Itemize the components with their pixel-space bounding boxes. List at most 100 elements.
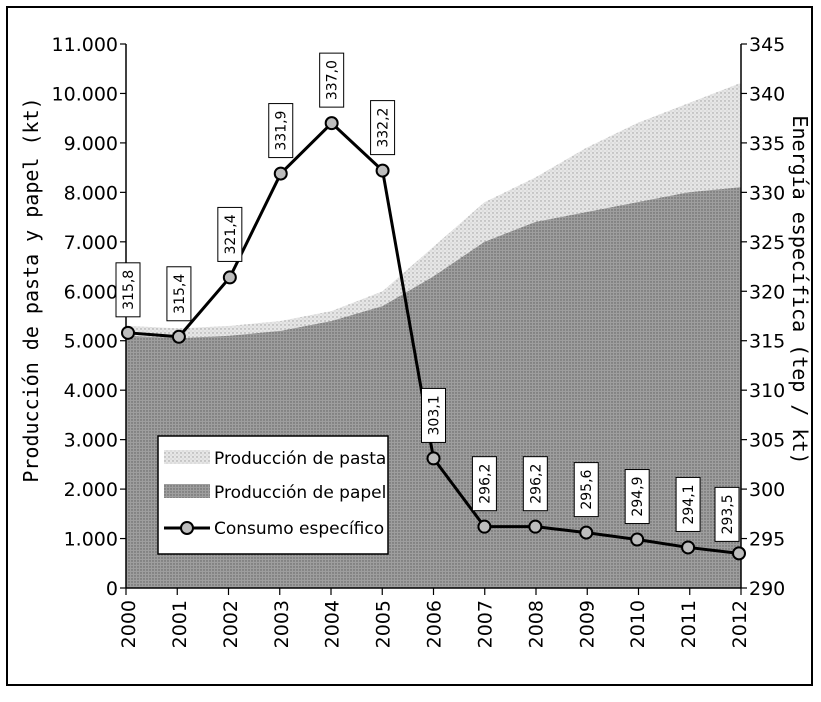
- data-label-box: [370, 100, 396, 156]
- y-left-tick-label: 7.000: [64, 232, 118, 254]
- y-left-axis-title: Producción de pasta y papel (kt): [19, 97, 43, 482]
- y-right-tick-label: 310: [749, 380, 785, 402]
- line-layer: [121, 116, 746, 561]
- legend: Producción de pasta Producción de papel Co…: [157, 435, 389, 555]
- data-label-box: [166, 266, 192, 322]
- chart-svg: 11.000 10.000 9.000 8.000 7.000 6.000 5.000 4.0…: [19, 34, 812, 648]
- data-label: 296,2: [522, 456, 548, 512]
- marker-consumo-especifico: [222, 270, 237, 285]
- data-label-box: [624, 469, 650, 525]
- y-right-tick-label: 345: [749, 34, 785, 56]
- data-label-box: [573, 462, 599, 518]
- data-label: 303,1: [421, 387, 446, 443]
- marker-consumo-especifico: [324, 116, 339, 131]
- y-right-tick-label: 300: [749, 479, 785, 501]
- x-tick-label: 2010: [627, 600, 649, 648]
- data-label: 331,9: [268, 103, 294, 159]
- x-tick-label: 2012: [729, 600, 751, 648]
- data-label: 295,6: [573, 462, 599, 518]
- x-tick-label: 2003: [271, 600, 293, 648]
- data-label: 315,8: [115, 262, 141, 318]
- y-right-tick-label: 325: [749, 232, 785, 254]
- y-left-tick-label: 4.000: [64, 380, 118, 402]
- data-label-box: [714, 486, 740, 542]
- y-left-tick-label: 5.000: [64, 331, 118, 353]
- y-right-tick-label: 295: [749, 529, 785, 551]
- x-tick-label: 2006: [424, 600, 446, 648]
- y-left-tick-label: 6.000: [64, 281, 118, 303]
- data-label-text: 332,2: [376, 108, 392, 148]
- data-label-box: [319, 52, 345, 108]
- data-label-text: 294,9: [630, 476, 646, 516]
- y-left-tick-label: 10.000: [52, 83, 118, 105]
- y-right-tick-label: 305: [749, 430, 785, 452]
- legend-entry-label: Consumo específico: [214, 519, 384, 539]
- marker-consumo-especifico: [121, 325, 135, 340]
- x-tick-label: 2011: [678, 600, 700, 648]
- x-tick-label: 2009: [576, 600, 598, 648]
- marker-consumo-especifico: [171, 329, 186, 344]
- y-left-tick-label: 11.000: [52, 34, 118, 56]
- legend-swatch-marker: [180, 521, 194, 535]
- x-tick-label: 2008: [525, 600, 547, 648]
- marker-consumo-especifico: [681, 540, 696, 555]
- legend-swatch-papel: [164, 484, 210, 498]
- y-right-tick-label: 330: [749, 182, 785, 204]
- data-label: 296,2: [471, 456, 497, 512]
- y-left-tick-label: 8.000: [64, 182, 118, 204]
- data-label-text: 321,4: [223, 214, 239, 254]
- labels-layer: 315,8 315,4 321,4 331,9 337,0 332,2 303,1 296,2…: [115, 52, 740, 542]
- y-right-tick-label: 340: [749, 83, 785, 105]
- y-left-tick-label: 1.000: [64, 529, 118, 551]
- marker-consumo-especifico: [273, 166, 288, 181]
- data-label-text: 303,1: [427, 395, 443, 435]
- marker-consumo-especifico: [579, 525, 594, 540]
- data-label-text: 296,2: [477, 464, 493, 504]
- data-label-text: 294,1: [681, 484, 697, 524]
- data-label: 332,2: [370, 100, 396, 156]
- axes-layer: 11.000 10.000 9.000 8.000 7.000 6.000 5.000 4.0…: [52, 34, 786, 648]
- marker-consumo-especifico: [528, 519, 543, 534]
- data-label: 315,4: [166, 266, 192, 322]
- data-label: 293,5: [714, 486, 740, 542]
- data-label-box: [217, 206, 243, 262]
- marker-consumo-especifico: [375, 163, 390, 178]
- x-tick-label: 2001: [169, 600, 191, 648]
- y-right-tick-label: 290: [749, 578, 785, 600]
- x-tick-label: 2007: [474, 600, 496, 648]
- y-left-tick-label: 3.000: [64, 430, 118, 452]
- data-label-box: [522, 456, 548, 512]
- y-left-tick-label: 9.000: [64, 133, 118, 155]
- data-label: 321,4: [217, 206, 243, 262]
- data-label-text: 315,4: [172, 274, 188, 314]
- data-label: 294,1: [675, 476, 701, 532]
- legend-entry-label: Producción de papel: [214, 483, 386, 503]
- x-tick-label: 2004: [322, 600, 344, 648]
- data-label: 294,9: [624, 469, 650, 525]
- chart-frame: 11.000 10.000 9.000 8.000 7.000 6.000 5.000 4.0…: [6, 6, 813, 686]
- y-right-tick-label: 315: [749, 331, 785, 353]
- data-label-text: 331,9: [274, 111, 290, 151]
- data-label-text: 315,8: [121, 270, 137, 310]
- x-tick-label: 2005: [373, 600, 395, 648]
- data-label-box: [675, 476, 701, 532]
- data-label-text: 293,5: [720, 494, 736, 534]
- y-right-tick-label: 335: [749, 133, 785, 155]
- marker-consumo-especifico: [477, 519, 492, 534]
- data-label-box: [115, 262, 141, 318]
- data-label-box: [471, 456, 497, 512]
- y-left-tick-label: 0: [106, 578, 118, 600]
- data-label-text: 295,6: [579, 469, 595, 509]
- y-right-axis-title: Energía específica (tep / kt): [788, 115, 812, 464]
- y-left-tick-label: 2.000: [64, 479, 118, 501]
- data-label-box: [268, 103, 294, 159]
- data-label-text: 296,2: [528, 464, 544, 504]
- marker-consumo-especifico: [630, 532, 645, 547]
- data-label-box: [421, 387, 446, 443]
- data-label: 337,0: [319, 52, 345, 108]
- data-label-text: 337,0: [325, 60, 341, 100]
- x-tick-label: 2000: [118, 600, 140, 648]
- y-right-tick-label: 320: [749, 281, 785, 303]
- marker-consumo-especifico: [732, 546, 746, 561]
- legend-swatch-pasta: [164, 450, 210, 464]
